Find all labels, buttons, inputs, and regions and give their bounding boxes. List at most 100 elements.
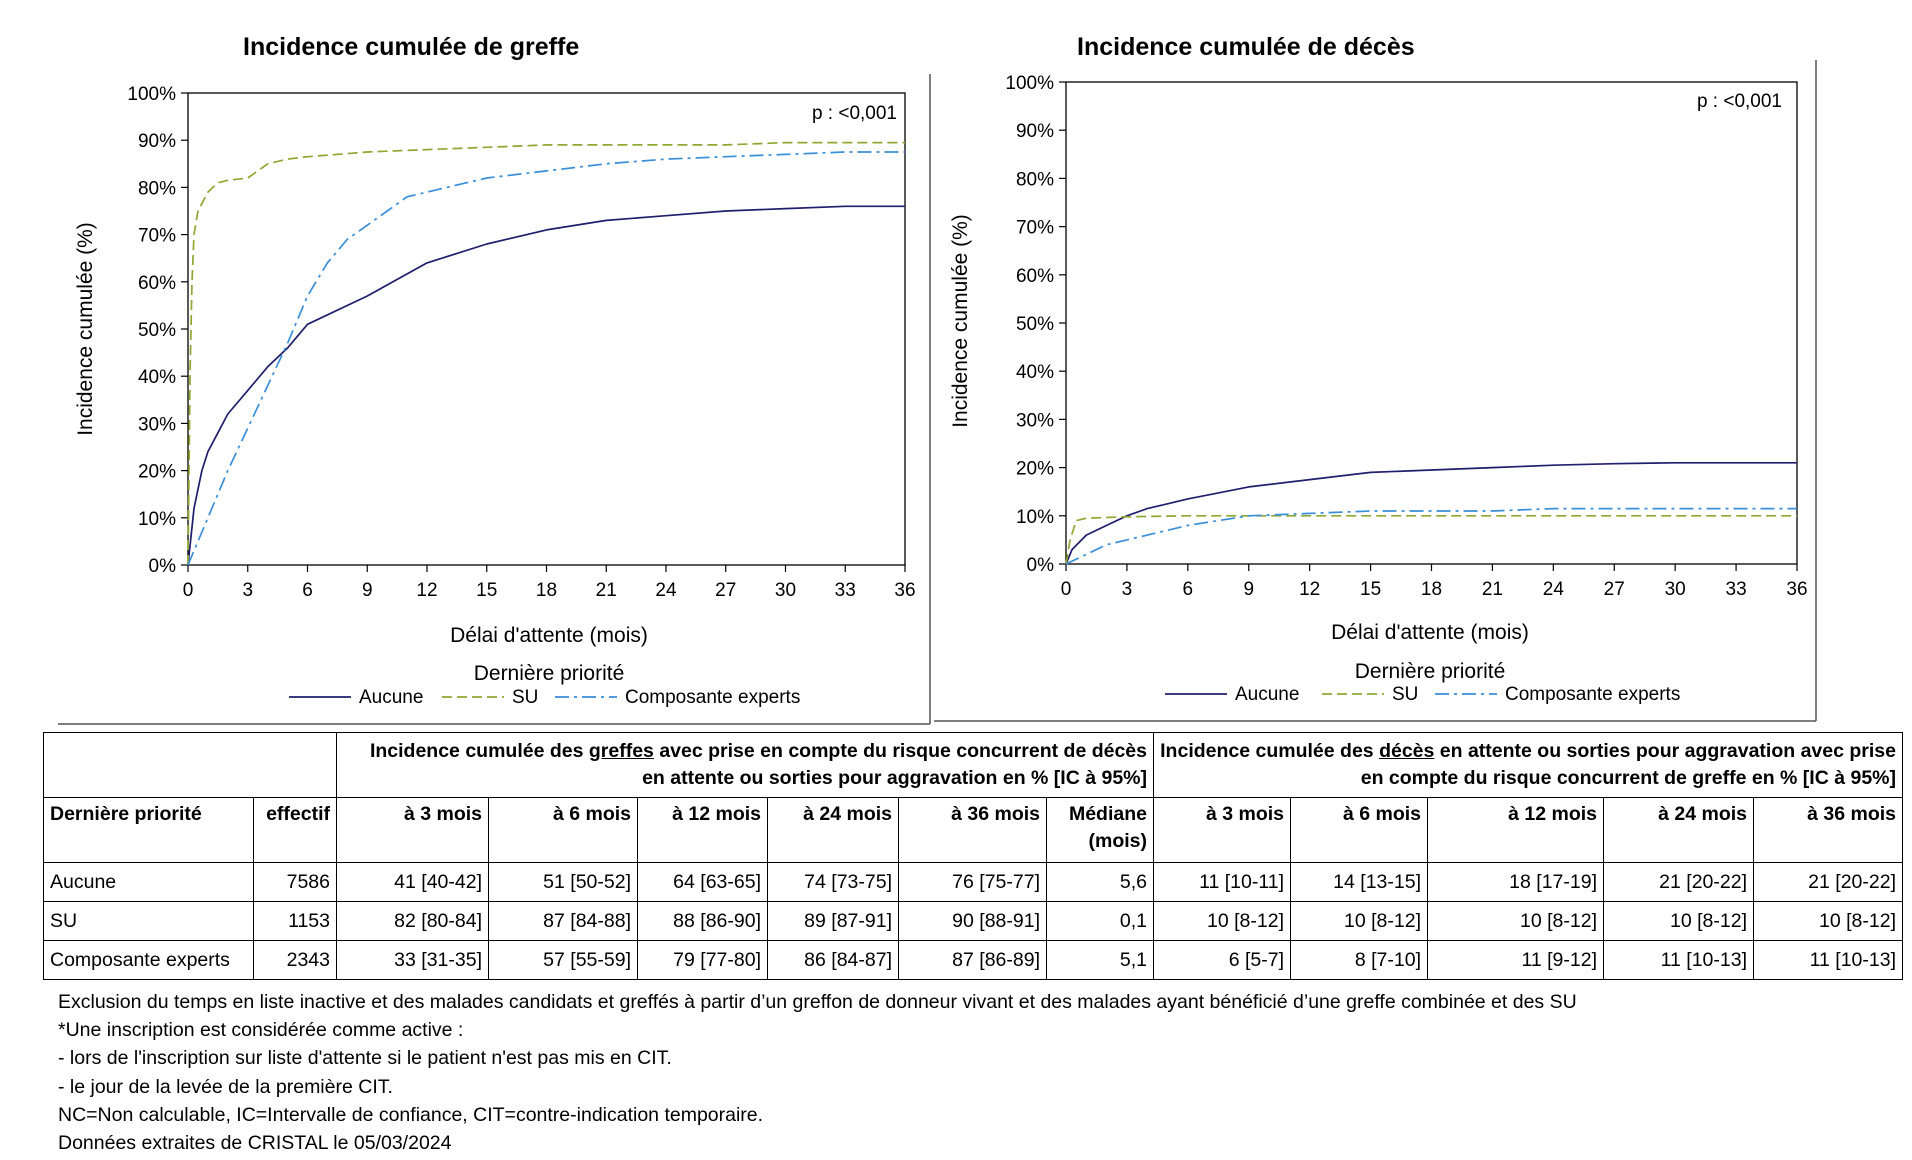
chart-greffe-ylabel: Incidence cumulée (%) xyxy=(74,222,97,436)
chart-deces-series-aucune xyxy=(1065,461,1797,565)
legend-label: Aucune xyxy=(359,687,423,708)
y-tick-label: 100% xyxy=(127,84,176,105)
x-tick-label: 6 xyxy=(1183,579,1194,600)
column-header: à 24 mois xyxy=(1603,797,1754,863)
footnote-line: Exclusion du temps en liste inactive et … xyxy=(58,991,1577,1013)
column-header: à 3 mois xyxy=(336,797,489,863)
chart-greffe-xlabel: Délai d'attente (mois) xyxy=(450,624,648,647)
y-tick-label: 50% xyxy=(1016,314,1054,335)
x-tick-label: 9 xyxy=(1243,579,1254,600)
group-header-greffes: Incidence cumulée des greffes avec prise… xyxy=(336,732,1154,798)
y-tick-label: 70% xyxy=(1016,218,1054,239)
chart-deces-plot-frame xyxy=(1065,81,1798,565)
x-tick-label: 9 xyxy=(362,580,373,601)
table-cell: 51 [50-52] xyxy=(488,862,638,902)
y-tick-label: 100% xyxy=(1005,73,1054,94)
x-tick-label: 21 xyxy=(1482,579,1503,600)
x-tick-label: 30 xyxy=(775,580,796,601)
chart-deces-title: Incidence cumulée de décès xyxy=(1077,33,1415,61)
table-cell: 14 [13-15] xyxy=(1290,862,1428,902)
chart-deces: Incidence cumulée de décès p : <0,001 Dé… xyxy=(949,33,1808,705)
column-header: à 12 mois xyxy=(1427,797,1604,863)
column-header: à 6 mois xyxy=(488,797,638,863)
chart-deces-xlabel: Délai d'attente (mois) xyxy=(1331,621,1529,644)
column-header: à 36 mois xyxy=(898,797,1047,863)
row-label: Aucune xyxy=(43,862,254,902)
table-cell: 79 [77-80] xyxy=(637,940,768,980)
table-cell: 87 [84-88] xyxy=(488,901,638,941)
table-cell: 10 [8-12] xyxy=(1603,901,1754,941)
y-tick-label: 0% xyxy=(1027,555,1055,576)
row-label: Composante experts xyxy=(43,940,254,980)
x-tick-label: 36 xyxy=(894,580,915,601)
legend-label: Aucune xyxy=(1235,684,1299,705)
table-cell: 89 [87-91] xyxy=(767,901,899,941)
column-header: à 6 mois xyxy=(1290,797,1428,863)
table-cell: 18 [17-19] xyxy=(1427,862,1604,902)
y-tick-label: 40% xyxy=(1016,362,1054,383)
x-tick-label: 33 xyxy=(1726,579,1747,600)
table-cell: 76 [75-77] xyxy=(898,862,1047,902)
chart-greffe-legend: Aucune SU Composante experts xyxy=(289,687,800,708)
x-tick-label: 12 xyxy=(416,580,437,601)
footnote-line: *Une inscription est considérée comme ac… xyxy=(58,1019,464,1042)
y-tick-label: 30% xyxy=(138,414,176,435)
y-tick-label: 90% xyxy=(1016,121,1054,142)
x-tick-label: 27 xyxy=(715,580,736,601)
x-tick-label: 18 xyxy=(1421,579,1442,600)
x-tick-label: 18 xyxy=(536,580,557,601)
x-tick-label: 33 xyxy=(835,580,856,601)
column-header: à 12 mois xyxy=(637,797,768,863)
table-row: SU 1153 82 [80-84] 87 [84-88] 88 [86-90] 89 [… xyxy=(43,901,1903,941)
y-tick-label: 80% xyxy=(138,178,176,199)
table-cell: 11 [10-11] xyxy=(1153,862,1291,902)
table-cell: 10 [8-12] xyxy=(1427,901,1604,941)
column-header: effectif xyxy=(253,797,337,863)
x-tick-label: 24 xyxy=(1543,579,1565,600)
table-row: Aucune 7586 41 [40-42] 51 [50-52] 64 [63-65]… xyxy=(43,862,1903,902)
table-cell: 33 [31-35] xyxy=(336,940,489,980)
column-header: à 24 mois xyxy=(767,797,899,863)
table-cell: 1153 xyxy=(253,901,337,941)
column-header: Médiane (mois) xyxy=(1046,797,1154,863)
legend-label: SU xyxy=(512,687,538,708)
x-tick-label: 6 xyxy=(302,580,313,601)
table-cell: 11 [10-13] xyxy=(1603,940,1754,980)
x-tick-label: 12 xyxy=(1299,579,1320,600)
table-cell: 8 [7-10] xyxy=(1290,940,1428,980)
x-tick-label: 24 xyxy=(655,580,677,601)
y-tick-label: 10% xyxy=(1016,507,1054,528)
table-cell: 2343 xyxy=(253,940,337,980)
chart-greffe-series-aucune xyxy=(187,205,905,566)
y-tick-label: 70% xyxy=(138,226,176,247)
x-tick-label: 0 xyxy=(183,580,194,601)
table-cell: 82 [80-84] xyxy=(336,901,489,941)
table-cell: 11 [9-12] xyxy=(1427,940,1604,980)
table-cell: 10 [8-12] xyxy=(1753,901,1903,941)
chart-greffe-legend-title: Dernière priorité xyxy=(474,662,625,685)
footnote-line: - le jour de la levée de la première CIT… xyxy=(58,1075,393,1098)
chart-deces-ylabel: Incidence cumulée (%) xyxy=(949,214,972,428)
y-tick-label: 80% xyxy=(1016,169,1054,190)
row-label: SU xyxy=(43,901,254,941)
table-cell: 10 [8-12] xyxy=(1153,901,1291,941)
chart-deces-legend-title: Dernière priorité xyxy=(1355,660,1506,683)
table-row: Composante experts 2343 33 [31-35] 57 [55-5… xyxy=(43,940,1903,980)
table-cell: 86 [84-87] xyxy=(767,940,899,980)
table-cell: 74 [73-75] xyxy=(767,862,899,902)
x-tick-label: 15 xyxy=(476,580,497,601)
table-corner-cell xyxy=(43,732,337,798)
footnote-line: NC=Non calculable, IC=Intervalle de conf… xyxy=(58,1103,764,1126)
table-cell: 0,1 xyxy=(1046,901,1154,941)
y-tick-label: 50% xyxy=(138,320,176,341)
table-cell: 11 [10-13] xyxy=(1753,940,1903,980)
table-cell: 6 [5-7] xyxy=(1153,940,1291,980)
chart-deces-legend: Aucune SU Composante experts xyxy=(1165,684,1680,705)
y-tick-label: 10% xyxy=(138,509,176,530)
table-cell: 87 [86-89] xyxy=(898,940,1047,980)
chart-deces-pvalue: p : <0,001 xyxy=(1697,91,1782,112)
chart-greffe-title: Incidence cumulée de greffe xyxy=(243,33,579,61)
table-cell: 7586 xyxy=(253,862,337,902)
column-header: à 3 mois xyxy=(1153,797,1291,863)
summary-table: Incidence cumulée des greffes avec prise… xyxy=(43,732,1903,980)
